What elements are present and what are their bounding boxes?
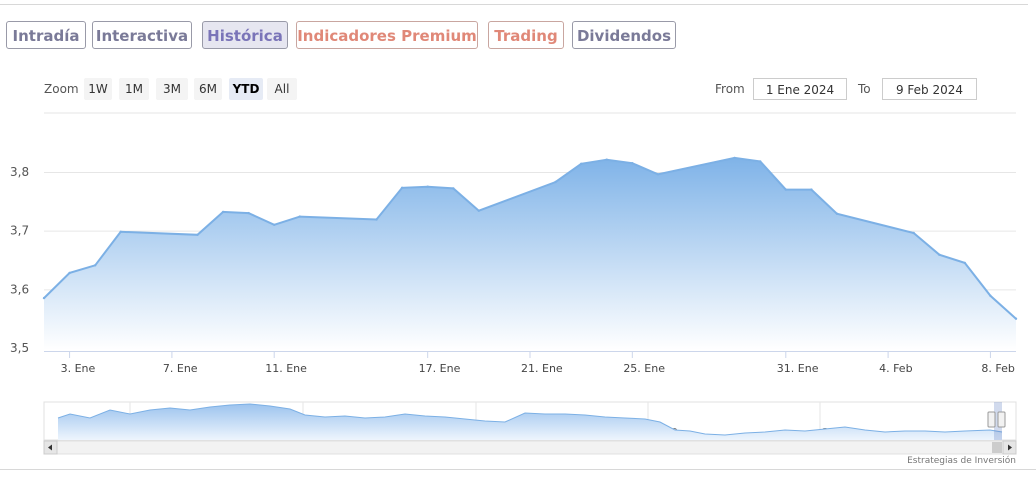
data-point bbox=[835, 212, 839, 215]
y-tick-label: 3,6 bbox=[10, 282, 29, 296]
y-tick-label: 3,7 bbox=[10, 224, 29, 238]
data-point bbox=[375, 218, 378, 221]
top-divider bbox=[0, 4, 1028, 5]
data-point bbox=[119, 230, 122, 233]
data-point bbox=[452, 187, 455, 190]
tab-trading[interactable]: Trading bbox=[488, 21, 564, 49]
data-point bbox=[94, 264, 97, 267]
to-date-input[interactable]: 9 Feb 2024 bbox=[882, 78, 977, 100]
data-point bbox=[298, 215, 301, 218]
data-point bbox=[656, 173, 660, 176]
tab-interactiva[interactable]: Interactiva bbox=[92, 21, 192, 49]
navigator-handle-right[interactable] bbox=[997, 411, 1006, 428]
data-point bbox=[580, 162, 583, 165]
data-point bbox=[42, 296, 46, 300]
tab-intradía[interactable]: Intradía bbox=[6, 21, 86, 49]
data-point bbox=[810, 188, 813, 191]
data-point bbox=[196, 233, 199, 236]
data-point bbox=[912, 231, 915, 235]
zoom-button-ytd[interactable]: YTD bbox=[229, 78, 263, 100]
x-tick-label: 7. Ene bbox=[163, 362, 198, 375]
data-point bbox=[426, 185, 429, 188]
data-point bbox=[989, 294, 992, 297]
data-point bbox=[400, 186, 404, 189]
series-area bbox=[44, 157, 1016, 350]
scrollbar-thumb[interactable] bbox=[992, 442, 1002, 453]
data-point bbox=[68, 271, 71, 275]
data-point bbox=[247, 211, 250, 215]
tab-histórica[interactable]: Histórica bbox=[202, 21, 288, 49]
from-label: From bbox=[715, 82, 745, 96]
data-point bbox=[733, 156, 736, 160]
zoom-label: Zoom bbox=[44, 82, 79, 96]
navigator-handle-left[interactable] bbox=[987, 411, 996, 428]
data-point bbox=[554, 180, 557, 184]
zoom-button-all[interactable]: All bbox=[267, 78, 297, 100]
credit-text: Estrategias de Inversión bbox=[907, 456, 1016, 466]
scrollbar-track[interactable] bbox=[43, 440, 1017, 455]
x-tick-label: 4. Feb bbox=[879, 362, 912, 375]
data-point bbox=[1014, 317, 1018, 320]
x-tick-label: 11. Ene bbox=[265, 362, 307, 375]
tab-indicadores-premium[interactable]: Indicadores Premium bbox=[296, 21, 478, 49]
scroll-left-arrow-icon bbox=[48, 444, 52, 451]
tab-dividendos[interactable]: Dividendos bbox=[572, 21, 676, 49]
zoom-button-1w[interactable]: 1W bbox=[84, 78, 112, 100]
data-point bbox=[938, 253, 941, 256]
data-point bbox=[221, 210, 225, 214]
from-date-input[interactable]: 1 Ene 2024 bbox=[753, 78, 847, 100]
zoom-button-1m[interactable]: 1M bbox=[119, 78, 149, 100]
zoom-button-6m[interactable]: 6M bbox=[194, 78, 222, 100]
data-point bbox=[605, 158, 608, 161]
data-point bbox=[631, 162, 634, 165]
x-tick-label: 25. Ene bbox=[623, 362, 665, 375]
x-tick-label: 17. Ene bbox=[419, 362, 461, 375]
data-point bbox=[477, 209, 480, 212]
zoom-button-3m[interactable]: 3M bbox=[156, 78, 188, 100]
data-point bbox=[963, 261, 966, 265]
x-tick-label: 31. Ene bbox=[777, 362, 819, 375]
y-tick-label: 3,5 bbox=[10, 341, 29, 355]
data-point bbox=[784, 188, 787, 191]
scroll-right-arrow-icon bbox=[1008, 444, 1012, 451]
data-point bbox=[759, 160, 762, 163]
x-tick-label: 3. Ene bbox=[61, 362, 96, 375]
x-tick-label: 8. Feb bbox=[981, 362, 1014, 375]
y-tick-label: 3,8 bbox=[10, 165, 29, 179]
data-point bbox=[273, 223, 276, 226]
to-label: To bbox=[858, 82, 871, 96]
navigator-line bbox=[57, 403, 1003, 436]
navigator-area bbox=[58, 404, 1002, 440]
x-tick-label: 21. Ene bbox=[521, 362, 563, 375]
